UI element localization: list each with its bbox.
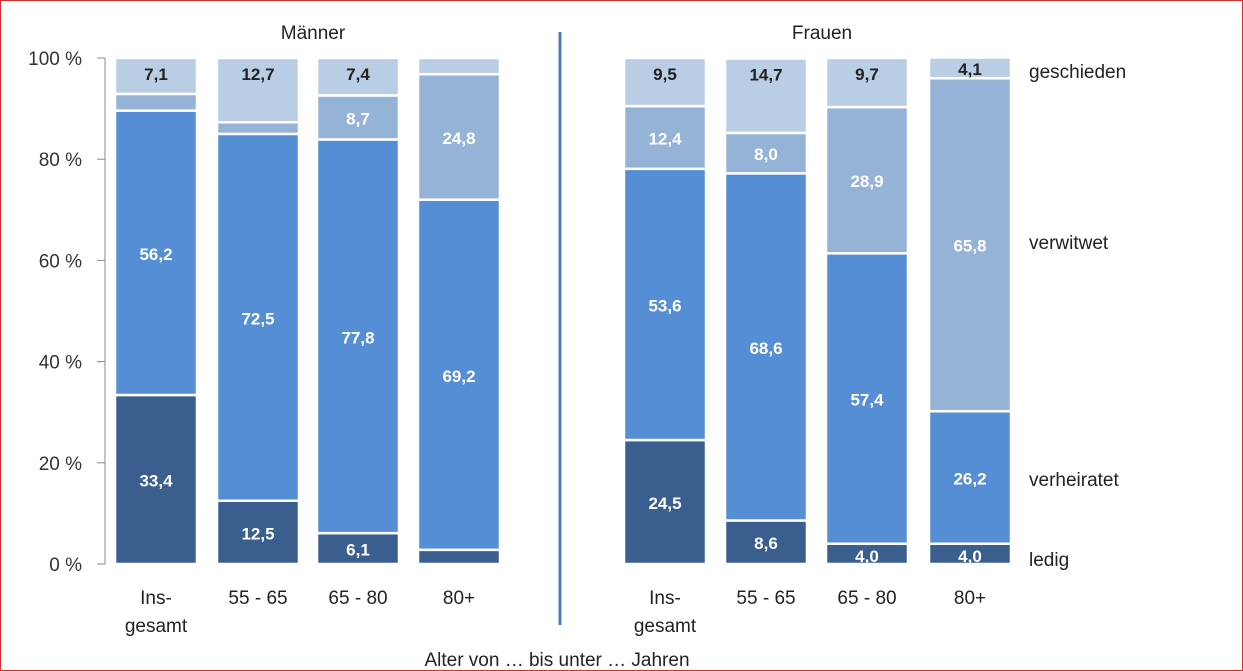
data-label: 4,0 bbox=[958, 547, 982, 566]
category-label: Ins- bbox=[140, 588, 172, 609]
data-label: 56,2 bbox=[139, 245, 172, 264]
data-label: 57,4 bbox=[850, 391, 884, 410]
legend-label-verwitwet: verwitwet bbox=[1029, 233, 1109, 254]
category-label: Ins- bbox=[649, 588, 681, 609]
data-label: 68,6 bbox=[749, 339, 782, 358]
category-label: gesamt bbox=[125, 616, 188, 637]
bar-segment-ledig bbox=[215, 499, 301, 566]
data-label: 28,9 bbox=[850, 172, 883, 191]
y-tick-label: 80 % bbox=[39, 150, 82, 171]
bar-segment-verheiratet bbox=[723, 172, 809, 522]
data-label: 4,1 bbox=[958, 60, 982, 79]
y-tick-label: 0 % bbox=[49, 555, 82, 576]
bar-segment-verheiratet bbox=[824, 252, 910, 546]
bar-segment-geschieden bbox=[215, 56, 301, 124]
legend-label-ledig: ledig bbox=[1029, 550, 1069, 571]
data-label: 12,7 bbox=[241, 65, 274, 84]
bar-segment-geschieden bbox=[315, 56, 401, 97]
bar-segment-geschieden bbox=[416, 56, 502, 76]
bar-segment-ledig bbox=[416, 548, 502, 566]
data-label: 7,1 bbox=[144, 65, 168, 84]
data-label: 6,1 bbox=[346, 541, 370, 560]
data-label: 33,4 bbox=[139, 471, 173, 490]
data-label: 69,2 bbox=[442, 367, 475, 386]
category-label: 80+ bbox=[443, 588, 475, 609]
data-label: 9,7 bbox=[855, 65, 879, 84]
legend-label-geschieden: geschieden bbox=[1029, 62, 1126, 83]
category-label: 65 - 80 bbox=[328, 588, 387, 609]
category-label: 55 - 65 bbox=[228, 588, 287, 609]
bar-segment-verwitwet bbox=[215, 121, 301, 136]
bar-segment-verheiratet bbox=[927, 409, 1013, 546]
data-label: 7,4 bbox=[346, 65, 370, 84]
legend-label-verheiratet: verheiratet bbox=[1029, 470, 1119, 491]
bar-segment-ledig bbox=[113, 393, 199, 566]
bar-segment-verheiratet bbox=[113, 109, 199, 397]
data-label: 8,7 bbox=[346, 109, 370, 128]
bar-segment-geschieden bbox=[824, 56, 910, 109]
data-label: 8,0 bbox=[754, 145, 778, 164]
bar-segment-verwitwet bbox=[416, 72, 502, 201]
data-label: 65,8 bbox=[953, 237, 986, 256]
data-label: 77,8 bbox=[341, 328, 374, 347]
group-title: Frauen bbox=[792, 23, 852, 44]
bar-segment-geschieden bbox=[723, 57, 809, 135]
data-label: 14,7 bbox=[749, 66, 782, 85]
bar-segment-ledig bbox=[315, 531, 401, 566]
y-tick-label: 60 % bbox=[39, 251, 82, 272]
group-title: Männer bbox=[281, 23, 346, 44]
bar-segment-geschieden bbox=[622, 56, 708, 108]
data-label: 9,5 bbox=[653, 65, 677, 84]
category-label: 65 - 80 bbox=[837, 588, 896, 609]
y-tick-label: 100 % bbox=[28, 49, 82, 70]
data-label: 12,4 bbox=[648, 129, 682, 148]
data-label: 53,6 bbox=[648, 296, 681, 315]
category-label: 55 - 65 bbox=[736, 588, 795, 609]
bar-segment-verwitwet bbox=[113, 92, 199, 112]
bar-segment-geschieden bbox=[113, 56, 199, 96]
bar-segment-verheiratet bbox=[315, 138, 401, 535]
data-label: 72,5 bbox=[241, 309, 274, 328]
category-label: gesamt bbox=[634, 616, 697, 637]
data-label: 24,8 bbox=[442, 129, 475, 148]
y-tick-label: 20 % bbox=[39, 454, 82, 475]
bar-segment-verwitwet bbox=[824, 105, 910, 255]
bar-segment-verwitwet bbox=[315, 94, 401, 141]
bar-segment-verwitwet bbox=[723, 131, 809, 175]
data-label: 26,2 bbox=[953, 469, 986, 488]
bar-segment-geschieden bbox=[927, 56, 1013, 80]
data-label: 4,0 bbox=[855, 547, 879, 566]
data-label: 8,6 bbox=[754, 534, 778, 553]
category-label: 80+ bbox=[954, 588, 986, 609]
bar-segment-verheiratet bbox=[416, 198, 502, 552]
x-axis-title: Alter von … bis unter … Jahren bbox=[424, 650, 689, 671]
bar-segment-verwitwet bbox=[927, 76, 1013, 413]
y-tick-label: 40 % bbox=[39, 353, 82, 374]
data-label: 24,5 bbox=[648, 494, 681, 513]
data-label: 12,5 bbox=[241, 524, 274, 543]
bar-segment-ledig bbox=[723, 519, 809, 566]
